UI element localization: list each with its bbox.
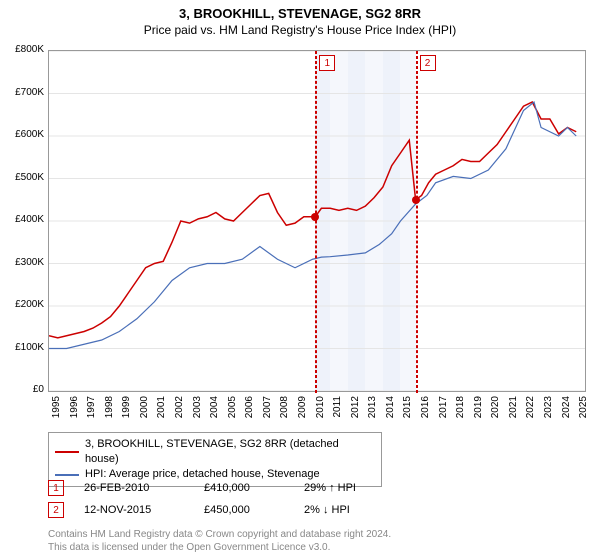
chart-title: 3, BROOKHILL, STEVENAGE, SG2 8RR <box>0 0 600 21</box>
x-tick-label: 2002 <box>174 396 185 426</box>
y-tick-label: £700K <box>4 87 44 98</box>
x-tick-label: 2020 <box>490 396 501 426</box>
x-tick-label: 2009 <box>297 396 308 426</box>
x-tick-label: 2017 <box>438 396 449 426</box>
y-tick-label: £800K <box>4 44 44 55</box>
x-tick-label: 2000 <box>139 396 150 426</box>
x-tick-label: 1995 <box>51 396 62 426</box>
x-tick-label: 2025 <box>578 396 589 426</box>
sale-marker-box: 2 <box>48 502 64 518</box>
x-tick-label: 1996 <box>69 396 80 426</box>
footer-line1: Contains HM Land Registry data © Crown c… <box>48 528 391 541</box>
x-tick-label: 2001 <box>156 396 167 426</box>
y-tick-label: £500K <box>4 172 44 183</box>
x-tick-label: 2003 <box>192 396 203 426</box>
x-tick-label: 1998 <box>104 396 115 426</box>
x-tick-label: 1997 <box>86 396 97 426</box>
x-tick-label: 2018 <box>455 396 466 426</box>
footer-text: Contains HM Land Registry data © Crown c… <box>48 528 391 554</box>
x-tick-label: 2012 <box>350 396 361 426</box>
x-tick-label: 2010 <box>315 396 326 426</box>
x-tick-label: 2014 <box>385 396 396 426</box>
x-tick-label: 2022 <box>525 396 536 426</box>
x-tick-label: 2021 <box>508 396 519 426</box>
y-tick-label: £0 <box>4 384 44 395</box>
x-tick-label: 2015 <box>402 396 413 426</box>
x-tick-label: 2011 <box>332 396 343 426</box>
root: 3, BROOKHILL, STEVENAGE, SG2 8RR Price p… <box>0 0 600 560</box>
y-tick-label: £600K <box>4 129 44 140</box>
x-tick-label: 2006 <box>244 396 255 426</box>
x-tick-label: 2007 <box>262 396 273 426</box>
x-tick-label: 2016 <box>420 396 431 426</box>
x-tick-label: 2008 <box>279 396 290 426</box>
footer-line2: This data is licensed under the Open Gov… <box>48 541 391 554</box>
legend: 3, BROOKHILL, STEVENAGE, SG2 8RR (detach… <box>48 432 382 487</box>
x-tick-label: 2024 <box>561 396 572 426</box>
marker-label: 2 <box>420 55 436 71</box>
x-tick-label: 2004 <box>209 396 220 426</box>
sale-marker-box: 1 <box>48 480 64 496</box>
y-tick-label: £300K <box>4 257 44 268</box>
x-tick-label: 2019 <box>473 396 484 426</box>
x-tick-label: 1999 <box>121 396 132 426</box>
x-tick-label: 2013 <box>367 396 378 426</box>
marker-label: 1 <box>319 55 335 71</box>
chart-subtitle: Price paid vs. HM Land Registry's House … <box>0 21 600 37</box>
x-tick-label: 2005 <box>227 396 238 426</box>
legend-item: 3, BROOKHILL, STEVENAGE, SG2 8RR (detach… <box>55 437 375 467</box>
sale-row: 126-FEB-2010£410,00029% ↑ HPI <box>48 480 356 496</box>
x-tick-label: 2023 <box>543 396 554 426</box>
sale-row: 212-NOV-2015£450,0002% ↓ HPI <box>48 502 350 518</box>
chart-area: 12 <box>48 50 586 392</box>
y-tick-label: £100K <box>4 342 44 353</box>
y-tick-label: £400K <box>4 214 44 225</box>
y-tick-label: £200K <box>4 299 44 310</box>
